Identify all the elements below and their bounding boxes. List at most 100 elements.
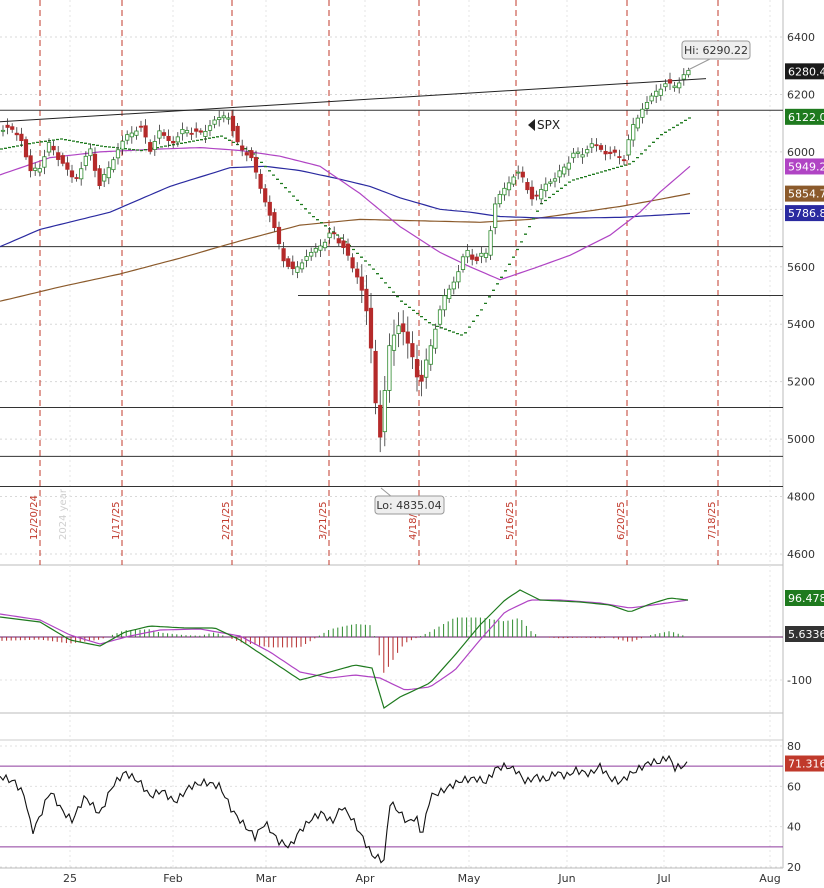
rsi-panel bbox=[0, 745, 783, 868]
candle-body bbox=[621, 159, 627, 162]
candle-body bbox=[217, 117, 222, 121]
candle-body bbox=[230, 115, 236, 132]
price-badge-text: 5786.85 bbox=[788, 207, 824, 220]
candle-body bbox=[309, 251, 314, 257]
candle-body bbox=[350, 257, 355, 269]
price-tick-label: 5000 bbox=[787, 433, 815, 446]
candle-body bbox=[286, 258, 291, 267]
price-tick-label: 6200 bbox=[787, 88, 815, 101]
candle-body bbox=[539, 189, 544, 200]
candle-body bbox=[253, 156, 259, 173]
trendline bbox=[0, 78, 707, 123]
x-tick-label: May bbox=[458, 872, 481, 885]
candle-body bbox=[529, 186, 535, 200]
candle-body bbox=[184, 130, 190, 134]
x-tick-label: Jun bbox=[557, 872, 575, 885]
candle-body bbox=[37, 168, 42, 173]
hi-callout: Hi: 6290.22 bbox=[681, 40, 751, 71]
candle-body bbox=[566, 162, 571, 170]
symbol-label: SPX bbox=[537, 118, 560, 132]
rsi-tick-label: 80 bbox=[787, 740, 801, 753]
candle-body bbox=[111, 159, 116, 171]
value-badges: 6280.46 6122.08 5949.24 5854.71 5786.85 96.47… bbox=[785, 63, 824, 772]
price-badge-bg bbox=[785, 158, 824, 175]
candle-body bbox=[378, 404, 383, 438]
candle-body bbox=[212, 119, 217, 125]
candle-body bbox=[442, 295, 447, 311]
grid bbox=[0, 0, 783, 868]
date-marker-label: 3/21/25 bbox=[318, 501, 329, 540]
candle-body bbox=[355, 268, 360, 278]
rsi-line bbox=[0, 754, 688, 864]
candle-body bbox=[419, 374, 424, 382]
candle-body bbox=[368, 307, 374, 349]
candle-body bbox=[502, 187, 507, 196]
candle-body bbox=[5, 124, 10, 128]
rsi-tick-label: 60 bbox=[787, 780, 801, 793]
candle-body bbox=[525, 182, 530, 191]
rsi-badge-bg bbox=[785, 755, 824, 772]
candle-body bbox=[456, 271, 461, 283]
candle-body bbox=[626, 139, 631, 156]
rsi-tick-label: 20 bbox=[787, 861, 801, 874]
candle-body bbox=[373, 350, 378, 404]
rsi-tick-label: 40 bbox=[787, 821, 801, 834]
macd-hist-badge-bg bbox=[785, 626, 824, 642]
candle-body bbox=[120, 140, 125, 150]
candle-body bbox=[290, 261, 295, 270]
rsi-badge-text: 71.3164 bbox=[788, 758, 824, 771]
candle-body bbox=[401, 323, 406, 333]
candle-body bbox=[235, 125, 240, 143]
candle-body bbox=[244, 152, 249, 156]
candle-body bbox=[516, 171, 521, 174]
candle-body bbox=[304, 256, 309, 261]
date-marker-label: 5/16/25 bbox=[505, 501, 516, 540]
candle-body bbox=[175, 136, 180, 143]
x-tick-label: Mar bbox=[256, 872, 277, 885]
candle-body bbox=[424, 359, 429, 378]
candlesticks bbox=[0, 67, 691, 453]
candle-body bbox=[391, 334, 397, 351]
candle-body bbox=[562, 166, 567, 175]
macd-hist-badge-text: 5.6336 bbox=[788, 628, 824, 641]
candle-body bbox=[658, 88, 663, 96]
candle-body bbox=[654, 90, 659, 97]
hi-label: Hi: 6290.22 bbox=[684, 44, 748, 57]
panel-frames bbox=[0, 0, 784, 869]
candle-body bbox=[580, 154, 585, 158]
candle-body bbox=[470, 254, 475, 260]
ma100-line bbox=[0, 165, 691, 248]
candle-body bbox=[65, 162, 70, 170]
price-tick-label: 5200 bbox=[787, 376, 815, 389]
candle-body bbox=[608, 151, 613, 154]
candle-body bbox=[396, 325, 401, 334]
macd-signal-line bbox=[0, 599, 689, 691]
price-tick-label: 4800 bbox=[787, 491, 815, 504]
candle-body bbox=[667, 79, 673, 84]
candle-body bbox=[180, 129, 185, 135]
candle-body bbox=[511, 176, 516, 185]
candle-body bbox=[548, 181, 553, 184]
candle-body bbox=[198, 130, 203, 133]
candle-body bbox=[88, 148, 93, 157]
candle-body bbox=[295, 266, 300, 273]
candle-body bbox=[258, 173, 263, 189]
candle-body bbox=[387, 345, 392, 391]
candle-body bbox=[575, 151, 581, 154]
candle-body bbox=[617, 156, 622, 158]
candle-body bbox=[640, 108, 645, 118]
spx-label: SPX bbox=[528, 118, 560, 132]
candle-body bbox=[313, 247, 318, 253]
x-tick-label: 25 bbox=[63, 872, 77, 885]
lo-callout: Lo: 4835.04 bbox=[374, 487, 445, 515]
ma50-line bbox=[0, 146, 691, 281]
candle-body bbox=[460, 256, 466, 270]
candle-body bbox=[644, 101, 650, 109]
candle-body bbox=[534, 194, 539, 197]
candle-body bbox=[437, 309, 443, 325]
price-tick-label: 5600 bbox=[787, 261, 815, 274]
candle-body bbox=[336, 238, 341, 244]
candle-body bbox=[79, 168, 84, 180]
moving-averages bbox=[0, 117, 691, 336]
